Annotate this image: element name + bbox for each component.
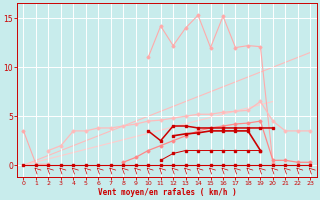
X-axis label: Vent moyen/en rafales ( km/h ): Vent moyen/en rafales ( km/h ) <box>98 188 236 197</box>
